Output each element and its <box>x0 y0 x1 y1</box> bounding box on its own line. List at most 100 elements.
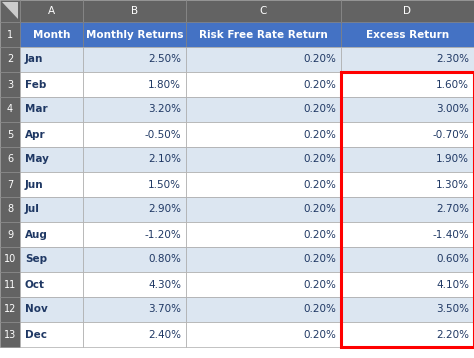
Text: C: C <box>260 6 267 16</box>
Text: Feb: Feb <box>25 79 46 90</box>
Bar <box>83 22 186 47</box>
Text: 1: 1 <box>7 29 13 39</box>
Bar <box>341 147 474 172</box>
Text: 4.30%: 4.30% <box>148 280 181 290</box>
Bar <box>83 72 186 97</box>
Text: 0.20%: 0.20% <box>303 54 336 64</box>
Text: 0.20%: 0.20% <box>303 204 336 214</box>
Bar <box>341 22 474 47</box>
Text: Jul: Jul <box>25 204 40 214</box>
Text: Aug: Aug <box>25 229 48 240</box>
Bar <box>0 322 20 347</box>
Text: 2.30%: 2.30% <box>436 54 469 64</box>
Bar <box>0 147 20 172</box>
Text: Monthly Returns: Monthly Returns <box>86 29 183 39</box>
Text: 3.50%: 3.50% <box>436 305 469 314</box>
Text: Nov: Nov <box>25 305 48 314</box>
Bar <box>0 97 20 122</box>
Text: 8: 8 <box>7 204 13 214</box>
Bar <box>0 297 20 322</box>
Bar <box>0 272 20 297</box>
Bar <box>186 222 341 247</box>
Text: 3.20%: 3.20% <box>148 105 181 115</box>
Bar <box>83 197 186 222</box>
Text: 12: 12 <box>4 305 16 314</box>
Text: 2.40%: 2.40% <box>148 329 181 339</box>
Text: 0.60%: 0.60% <box>436 255 469 265</box>
Bar <box>186 47 341 72</box>
Bar <box>186 147 341 172</box>
Text: 0.20%: 0.20% <box>303 105 336 115</box>
Text: Apr: Apr <box>25 130 46 140</box>
Text: 3.00%: 3.00% <box>436 105 469 115</box>
Text: -0.70%: -0.70% <box>432 130 469 140</box>
Bar <box>186 122 341 147</box>
Bar <box>186 322 341 347</box>
Text: 0.20%: 0.20% <box>303 130 336 140</box>
Bar <box>341 72 474 347</box>
Bar <box>341 297 474 322</box>
Bar <box>0 72 20 97</box>
Text: Dec: Dec <box>25 329 47 339</box>
Bar <box>0 22 20 47</box>
Bar <box>0 172 20 197</box>
Bar <box>20 222 83 247</box>
Text: 3.70%: 3.70% <box>148 305 181 314</box>
Text: 6: 6 <box>7 155 13 164</box>
Bar <box>83 322 186 347</box>
Bar <box>83 47 186 72</box>
Bar <box>83 0 186 22</box>
Bar <box>0 122 20 147</box>
Text: 4: 4 <box>7 105 13 115</box>
Bar <box>20 22 83 47</box>
Text: 2.20%: 2.20% <box>436 329 469 339</box>
Bar <box>186 247 341 272</box>
Bar <box>83 297 186 322</box>
Bar <box>186 97 341 122</box>
Bar <box>83 247 186 272</box>
Text: B: B <box>131 6 138 16</box>
Text: Mar: Mar <box>25 105 47 115</box>
Text: 0.20%: 0.20% <box>303 229 336 240</box>
Bar <box>0 247 20 272</box>
Text: 0.20%: 0.20% <box>303 280 336 290</box>
Bar <box>83 147 186 172</box>
Bar <box>186 172 341 197</box>
Bar <box>83 272 186 297</box>
Text: 0.20%: 0.20% <box>303 255 336 265</box>
Bar <box>341 47 474 72</box>
Text: 1.90%: 1.90% <box>436 155 469 164</box>
Text: 3: 3 <box>7 79 13 90</box>
Text: May: May <box>25 155 49 164</box>
Text: D: D <box>403 6 411 16</box>
Text: 0.20%: 0.20% <box>303 179 336 189</box>
Bar <box>20 197 83 222</box>
Text: Excess Return: Excess Return <box>366 29 449 39</box>
Bar <box>186 197 341 222</box>
Text: 2.50%: 2.50% <box>148 54 181 64</box>
Bar <box>20 147 83 172</box>
Bar <box>186 0 341 22</box>
Text: 5: 5 <box>7 130 13 140</box>
Bar <box>83 172 186 197</box>
Bar <box>20 72 83 97</box>
Bar <box>20 0 83 22</box>
Bar <box>83 122 186 147</box>
Bar <box>341 222 474 247</box>
Text: 11: 11 <box>4 280 16 290</box>
Bar <box>186 272 341 297</box>
Bar <box>20 97 83 122</box>
Text: 2.90%: 2.90% <box>148 204 181 214</box>
Text: Risk Free Rate Return: Risk Free Rate Return <box>199 29 328 39</box>
Bar <box>20 47 83 72</box>
Text: 0.20%: 0.20% <box>303 329 336 339</box>
Text: 1.30%: 1.30% <box>436 179 469 189</box>
Text: 2.70%: 2.70% <box>436 204 469 214</box>
Text: 0.20%: 0.20% <box>303 305 336 314</box>
Bar <box>341 247 474 272</box>
Polygon shape <box>2 2 18 19</box>
Bar <box>20 122 83 147</box>
Text: A: A <box>48 6 55 16</box>
Text: Oct: Oct <box>25 280 45 290</box>
Bar <box>341 72 474 97</box>
